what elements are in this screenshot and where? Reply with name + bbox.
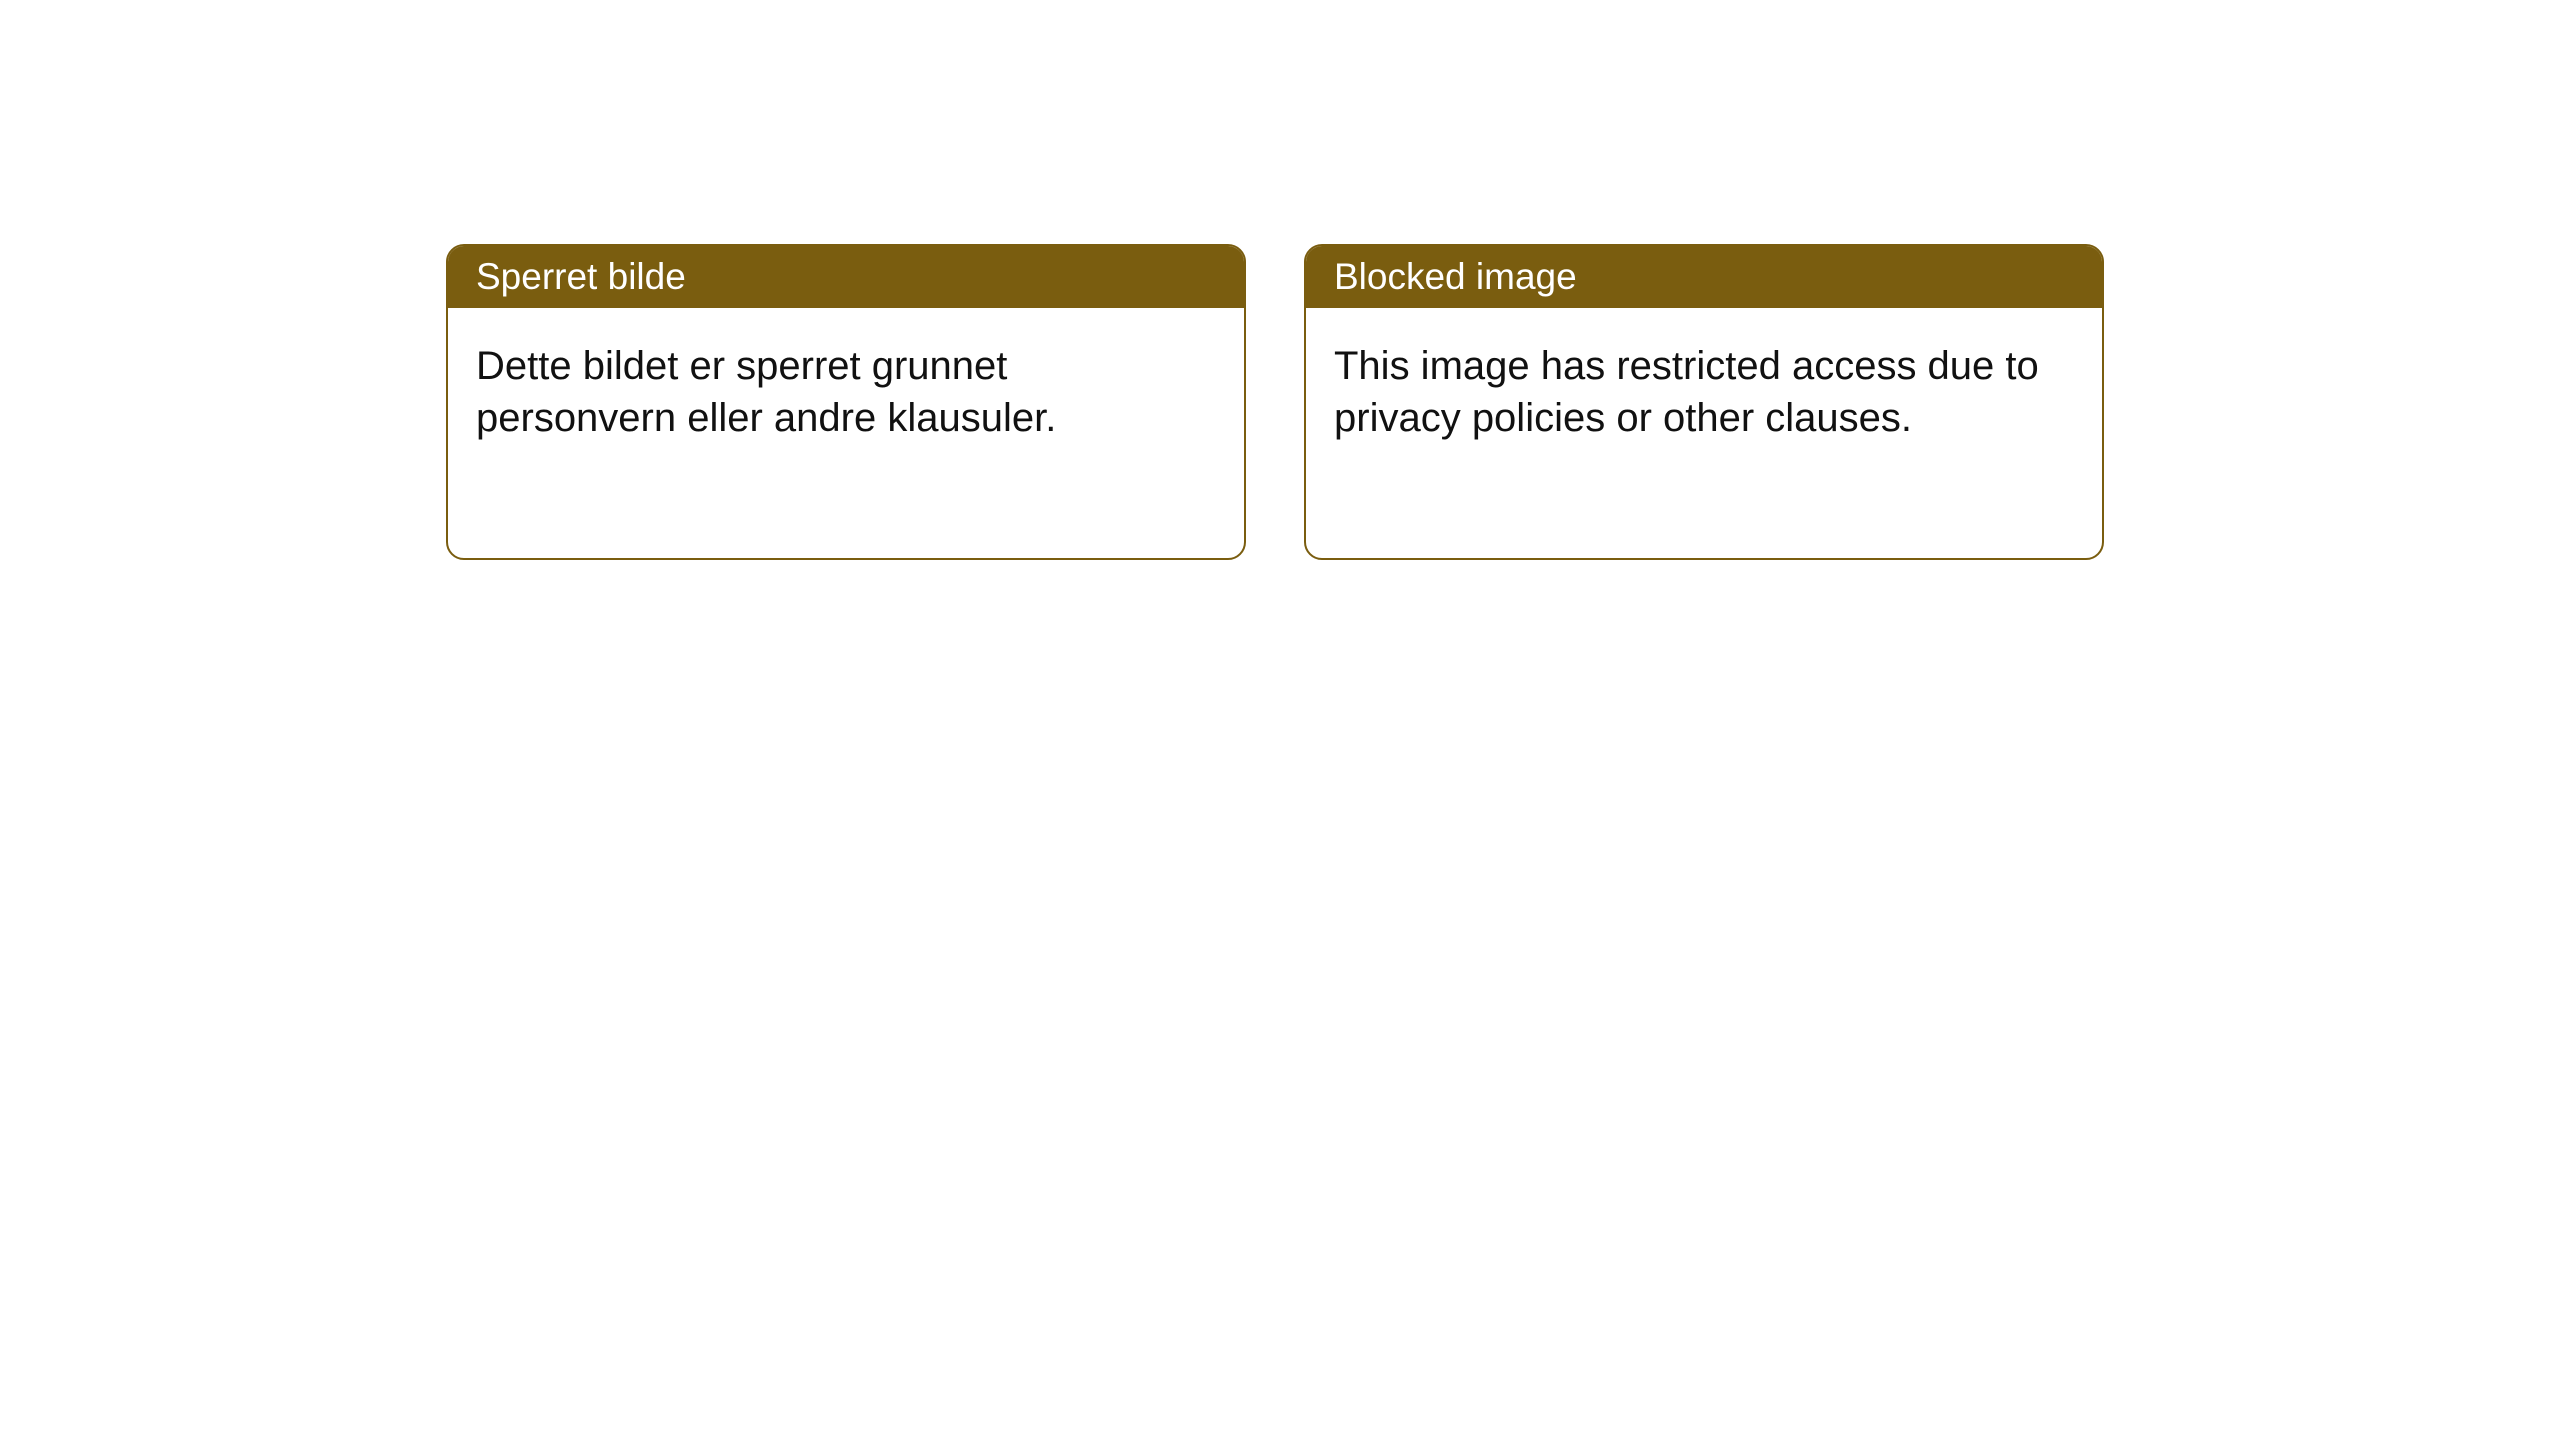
notice-card-english: Blocked image This image has restricted … xyxy=(1304,244,2104,560)
notice-header-norwegian: Sperret bilde xyxy=(448,246,1244,308)
notice-body-norwegian: Dette bildet er sperret grunnet personve… xyxy=(448,308,1244,558)
notice-body-english: This image has restricted access due to … xyxy=(1306,308,2102,558)
notice-header-english: Blocked image xyxy=(1306,246,2102,308)
notice-card-norwegian: Sperret bilde Dette bildet er sperret gr… xyxy=(446,244,1246,560)
notice-container: Sperret bilde Dette bildet er sperret gr… xyxy=(446,244,2104,560)
